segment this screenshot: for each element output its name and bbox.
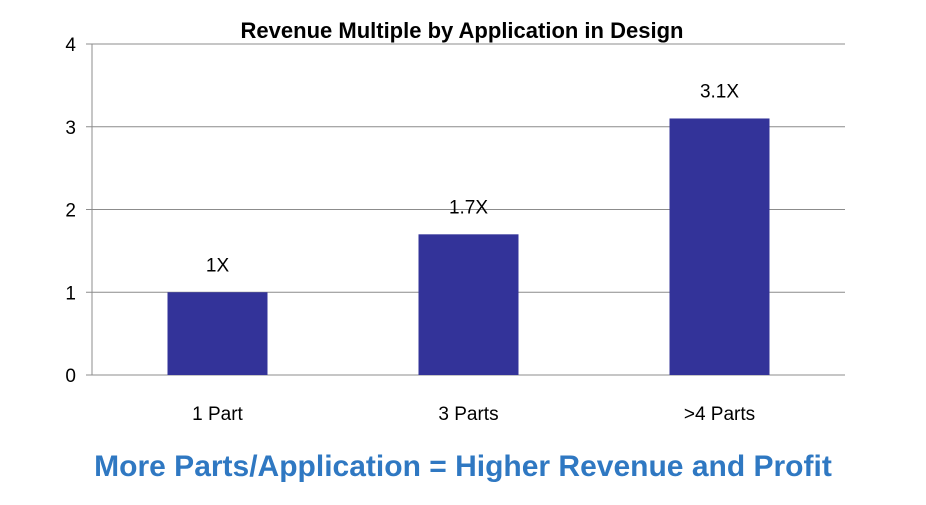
bars [167,118,770,375]
data-label: 1X [206,255,230,276]
bar [167,292,268,375]
y-tick-label: 1 [65,283,76,304]
y-tick-labels: 0 1 2 3 4 [65,35,76,387]
data-labels: 1X 1.7X 3.1X [206,81,739,276]
data-label: 3.1X [700,81,739,102]
data-label: 1.7X [449,197,488,218]
y-tick-label: 2 [65,201,76,222]
chart-caption: More Parts/Application = Higher Revenue … [94,450,832,483]
x-tick-label: >4 Parts [684,404,755,425]
chart-title: Revenue Multiple by Application in Desig… [241,18,684,43]
bar-chart: Revenue Multiple by Application in Desig… [65,18,845,425]
y-tick-label: 3 [65,118,76,139]
x-tick-label: 1 Part [192,404,243,425]
bar [669,118,770,375]
y-tick-label: 0 [65,366,76,387]
bar [418,234,519,375]
y-tick-label: 4 [65,35,76,56]
x-tick-labels: 1 Part 3 Parts >4 Parts [192,404,755,425]
x-tick-label: 3 Parts [438,404,498,425]
